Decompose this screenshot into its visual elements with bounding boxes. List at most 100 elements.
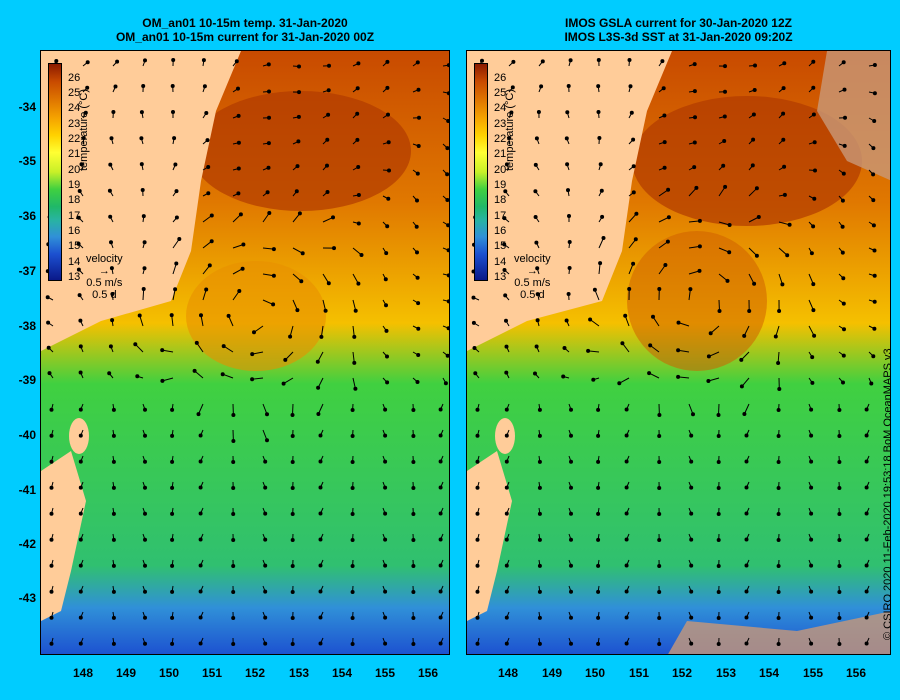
current-arrow-head <box>837 590 842 594</box>
current-arrow-head <box>315 359 320 364</box>
current-arrow-head <box>271 273 276 278</box>
current-arrow-head <box>170 407 175 412</box>
current-arrow-head <box>872 248 877 253</box>
current-arrow-head <box>533 189 538 194</box>
current-arrow-head <box>318 563 323 568</box>
current-arrow-head <box>716 590 721 594</box>
current-arrow-head <box>326 281 331 286</box>
current-arrow-head <box>78 459 83 464</box>
cbar-label: 23 <box>68 118 81 130</box>
current-arrow-head <box>111 459 116 464</box>
current-arrow-head <box>596 58 601 62</box>
current-arrow-head <box>864 615 869 620</box>
velocity-legend: velocity → 0.5 m/s 0.5 d <box>86 253 123 301</box>
current-arrow-head <box>871 198 876 203</box>
current-arrow-head <box>111 615 116 620</box>
current-arrow-head <box>290 642 295 646</box>
current-arrow-head <box>722 139 727 143</box>
current-arrow-head <box>267 115 271 120</box>
current-arrow-head <box>744 485 749 490</box>
current-arrow-head <box>561 374 566 379</box>
current-arrow-head <box>629 110 634 115</box>
current-arrow-head <box>438 537 443 542</box>
current-arrow-head <box>49 485 54 490</box>
current-arrow-head <box>108 214 113 219</box>
current-arrow-head <box>111 407 116 412</box>
current-arrow-head <box>596 459 601 464</box>
current-arrow-head <box>569 407 573 412</box>
cbar-label: 14 <box>68 256 81 268</box>
current-arrow-head <box>177 237 182 241</box>
current-arrow-head <box>110 292 115 296</box>
current-arrow-head <box>569 615 573 620</box>
current-arrow-head <box>564 318 569 323</box>
current-arrow-head <box>81 136 86 140</box>
current-arrow-head <box>837 564 842 568</box>
current-arrow-head <box>725 278 730 283</box>
current-arrow-head <box>143 485 147 490</box>
current-arrow-head <box>537 407 542 412</box>
current-arrow-head <box>809 459 814 464</box>
x-tick-label: 153 <box>288 666 310 680</box>
current-arrow-head <box>534 136 539 141</box>
cbar-label: 22 <box>494 133 507 145</box>
current-arrow-head <box>627 287 632 291</box>
current-arrow-head <box>415 171 420 176</box>
current-arrow-head <box>198 641 203 646</box>
current-arrow-head <box>812 140 817 145</box>
current-arrow-head <box>567 214 571 218</box>
current-arrow-head <box>562 346 567 350</box>
current-arrow-head <box>49 433 54 438</box>
current-arrow-head <box>657 590 662 594</box>
current-arrow-head <box>196 412 201 417</box>
current-arrow-head <box>387 168 391 173</box>
current-arrow-head <box>416 144 421 148</box>
current-arrow-head <box>438 433 443 438</box>
current-arrow-head <box>837 512 842 516</box>
current-arrow-head <box>250 352 255 357</box>
current-arrow-head <box>263 615 268 620</box>
current-arrow-head <box>77 189 82 193</box>
current-arrow-head <box>446 299 449 304</box>
current-arrow-head <box>475 537 480 542</box>
colorbar-title: temperature (°C) <box>78 88 90 171</box>
current-arrow-head <box>296 114 301 119</box>
current-arrow-head <box>143 615 147 620</box>
current-arrow-head <box>475 589 480 594</box>
current-arrow-head <box>624 563 629 568</box>
current-arrow-head <box>689 511 694 516</box>
current-arrow-head <box>384 303 388 308</box>
cbar-label: 13 <box>494 271 507 283</box>
current-arrow-head <box>692 140 697 145</box>
current-arrow-head <box>271 247 276 252</box>
current-arrow-head <box>438 563 443 568</box>
current-arrow-head <box>111 563 116 568</box>
current-arrow-head <box>813 168 817 173</box>
current-arrow-head <box>744 641 749 646</box>
current-arrow-head <box>773 334 778 339</box>
current-arrow-head <box>446 273 449 278</box>
current-arrow-head <box>111 537 116 542</box>
current-arrow-head <box>631 137 636 142</box>
current-arrow-head <box>231 512 236 516</box>
current-arrow-head <box>511 59 516 64</box>
current-arrow-head <box>294 189 299 194</box>
current-arrow-head <box>318 641 323 646</box>
x-tick-label: 150 <box>158 666 180 680</box>
current-arrow-head <box>716 642 721 646</box>
x-tick-label: 153 <box>715 666 737 680</box>
current-arrow-head <box>170 511 175 516</box>
current-arrow-head <box>85 85 90 90</box>
cbar-label: 17 <box>494 210 507 222</box>
current-arrow-head <box>504 563 509 568</box>
current-arrow-head <box>383 433 388 438</box>
current-arrow-head <box>133 342 138 347</box>
current-arrow-head <box>411 642 416 646</box>
x-tick-label: 151 <box>201 666 223 680</box>
current-arrow-head <box>231 642 236 646</box>
current-arrow-head <box>841 380 845 385</box>
current-arrow-head <box>139 136 144 141</box>
current-arrow-head <box>744 589 749 594</box>
current-arrow-head <box>411 408 416 412</box>
current-arrow-head <box>475 563 480 568</box>
